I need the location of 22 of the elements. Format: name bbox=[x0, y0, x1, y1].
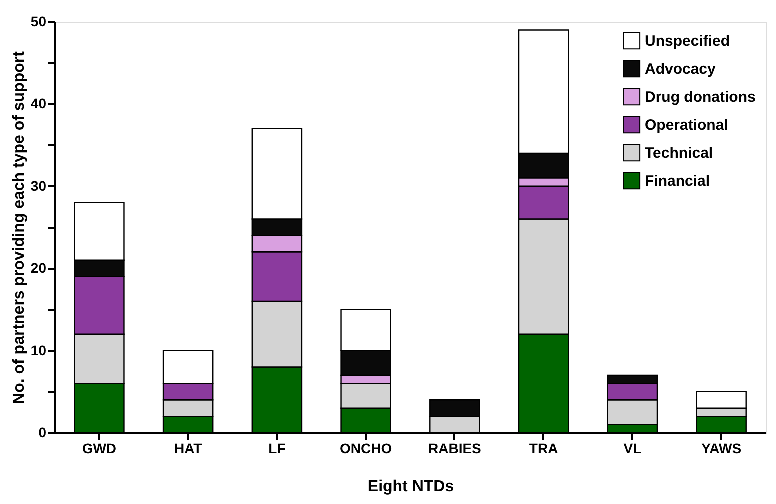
x-tick-label: GWD bbox=[82, 440, 117, 456]
x-tick-label: RABIES bbox=[428, 440, 482, 456]
y-tick-label: 10 bbox=[30, 342, 47, 358]
y-tick-label: 50 bbox=[30, 14, 47, 30]
x-axis-title: Eight NTDs bbox=[368, 478, 454, 496]
x-tick-label: LF bbox=[268, 440, 286, 456]
x-tick-label: ONCHO bbox=[340, 440, 392, 456]
legend-label: Technical bbox=[645, 145, 714, 162]
legend-label: Operational bbox=[645, 117, 728, 134]
y-tick-label: 20 bbox=[30, 260, 47, 276]
y-tick-label: 0 bbox=[38, 424, 47, 440]
legend-label: Financial bbox=[645, 173, 710, 190]
x-tick-label: TRA bbox=[529, 440, 558, 456]
legend-label: Advocacy bbox=[645, 61, 717, 78]
legend-label: Unspecified bbox=[645, 33, 730, 50]
y-axis-title: No. of partners providing each type of support bbox=[10, 50, 28, 404]
legend-label: Drug donations bbox=[645, 89, 756, 106]
x-tick-label: VL bbox=[624, 440, 642, 456]
x-tick-label: HAT bbox=[174, 440, 203, 456]
x-tick-label: YAWS bbox=[702, 440, 742, 456]
y-tick-label: 40 bbox=[30, 96, 47, 112]
y-tick-label: 30 bbox=[30, 178, 47, 194]
